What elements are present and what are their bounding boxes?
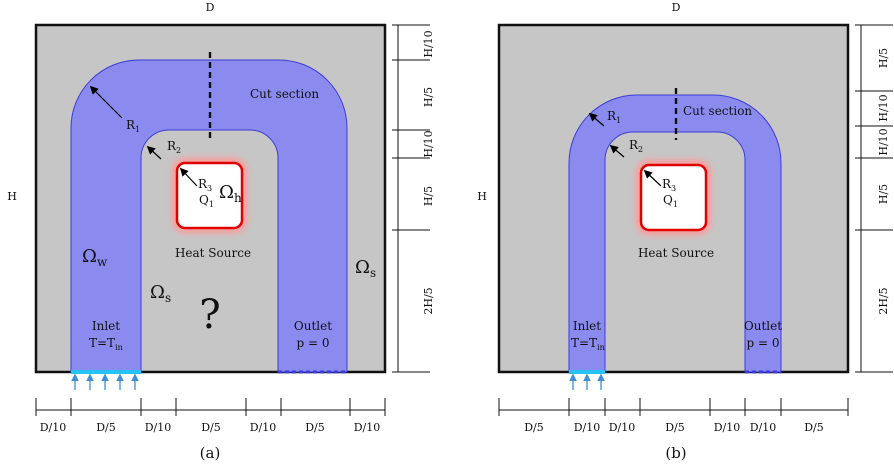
bottom-dim-3: D/5 — [201, 421, 221, 434]
height-label: H — [477, 190, 487, 203]
panel-caption: (b) — [665, 444, 686, 462]
inlet-arrows — [569, 373, 605, 390]
bottom-dimension-ruler — [35, 398, 386, 416]
r3-arrow — [643, 169, 662, 187]
inlet-condition: T=Tin — [571, 336, 605, 352]
cut-section-label: Cut section — [250, 87, 319, 101]
panel-caption: (a) — [200, 444, 221, 462]
right-dim-2: H/10 — [877, 128, 890, 155]
q1-label: Q1 — [199, 193, 214, 209]
outlet-condition: p = 0 — [297, 336, 330, 350]
right-dim-2: H/10 — [422, 130, 435, 157]
omega-s-left-label: Ωs — [150, 282, 171, 305]
bottom-dim-1: D/5 — [96, 421, 116, 434]
bottom-dim-6: D/5 — [804, 421, 824, 434]
height-label: H — [7, 190, 17, 203]
r2-arrow — [609, 144, 625, 158]
right-dimension-ruler — [855, 24, 893, 373]
r2-label: R2 — [629, 138, 643, 154]
heat-source-label: Heat Source — [638, 246, 714, 260]
bottom-dim-2: D/10 — [145, 421, 172, 434]
bottom-dim-2: D/10 — [609, 421, 636, 434]
r3-label: R3 — [198, 177, 212, 193]
right-dim-4: 2H/5 — [877, 287, 890, 314]
r1-arrow — [89, 85, 123, 119]
inlet-label: Inlet — [573, 319, 601, 333]
right-dim-3: H/5 — [877, 184, 890, 204]
bottom-dim-0: D/5 — [524, 421, 544, 434]
panel-b: D H Cut section R3 Q1 Heat Source R1 R2 … — [477, 1, 893, 462]
cut-section-label: Cut section — [683, 104, 752, 118]
outlet-label: Outlet — [294, 319, 332, 333]
right-dimension-ruler — [392, 24, 430, 373]
width-label: D — [672, 1, 681, 14]
omega-s-right-label: Ωs — [355, 257, 376, 280]
bottom-dimension-ruler — [498, 398, 849, 416]
width-label: D — [206, 1, 215, 14]
right-dim-1: H/5 — [422, 87, 435, 107]
cooling-channel — [568, 94, 782, 373]
right-dim-4: 2H/5 — [422, 287, 435, 314]
bottom-dim-4: D/10 — [714, 421, 741, 434]
omega-h-label: Ωh — [219, 182, 242, 205]
r1-label: R1 — [607, 109, 621, 125]
inlet-condition: T=Tin — [89, 336, 123, 352]
panel-a: D H Cut section R3 Q1 Ωh Heat Source R1 … — [7, 1, 435, 462]
bottom-dim-0: D/10 — [40, 421, 67, 434]
right-dim-0: H/10 — [422, 30, 435, 57]
cooling-channel — [70, 59, 348, 373]
r1-arrow — [588, 112, 605, 127]
outlet-label: Outlet — [744, 319, 782, 333]
omega-w-label: Ωw — [82, 246, 108, 269]
right-dim-0: H/5 — [877, 48, 890, 68]
bottom-dim-5: D/5 — [305, 421, 325, 434]
r3-label: R3 — [662, 177, 676, 193]
question-mark: ? — [199, 292, 220, 338]
r2-arrow — [146, 145, 162, 160]
inlet-arrows — [71, 373, 139, 390]
q1-label: Q1 — [663, 193, 678, 209]
bottom-dim-4: D/10 — [250, 421, 277, 434]
r2-label: R2 — [167, 139, 181, 155]
outlet-condition: p = 0 — [747, 336, 780, 350]
bottom-dim-3: D/5 — [665, 421, 685, 434]
heat-source — [175, 161, 244, 230]
heat-source-label: Heat Source — [175, 246, 251, 260]
inlet-label: Inlet — [92, 319, 120, 333]
r3-arrow — [179, 167, 198, 187]
heat-source — [639, 163, 708, 232]
bottom-dim-6: D/10 — [354, 421, 381, 434]
bottom-dim-5: D/10 — [750, 421, 777, 434]
right-dim-1: H/10 — [877, 94, 890, 121]
r1-label: R1 — [126, 118, 140, 134]
bottom-dim-1: D/10 — [574, 421, 601, 434]
right-dim-3: H/5 — [422, 186, 435, 206]
